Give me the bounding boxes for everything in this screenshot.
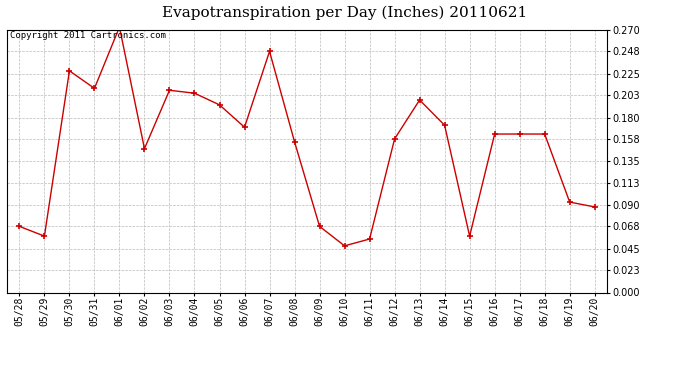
Text: Evapotranspiration per Day (Inches) 20110621: Evapotranspiration per Day (Inches) 2011… [162,6,528,20]
Text: Copyright 2011 Cartronics.com: Copyright 2011 Cartronics.com [10,32,166,40]
